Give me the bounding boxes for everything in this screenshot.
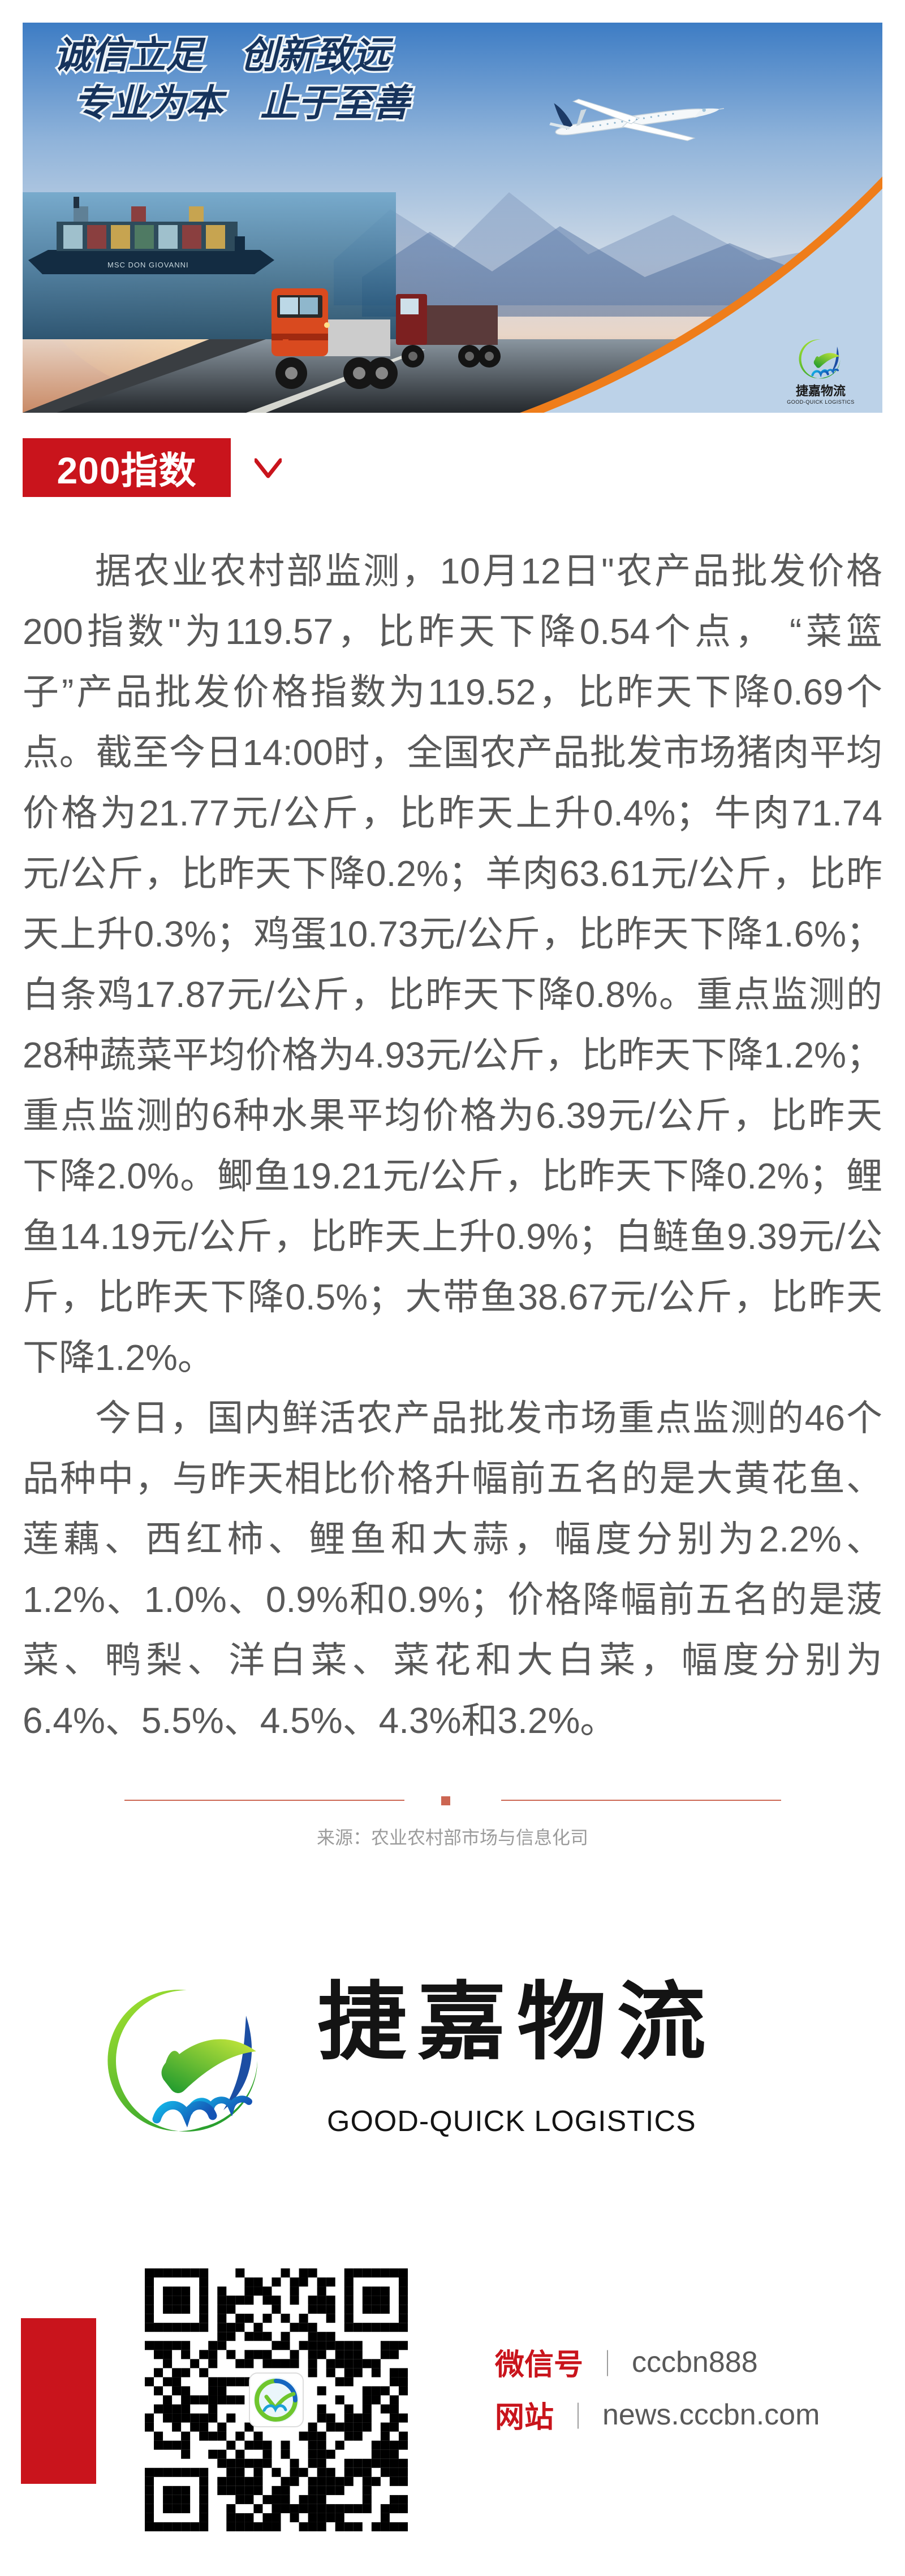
svg-text:专业为本 止于至善: 专业为本 止于至善 [74,82,413,124]
svg-text:诚信立足 创新致远: 诚信立足 创新致远 [54,34,394,76]
svg-text:MSC DON GIOVANNI: MSC DON GIOVANNI [107,261,189,269]
